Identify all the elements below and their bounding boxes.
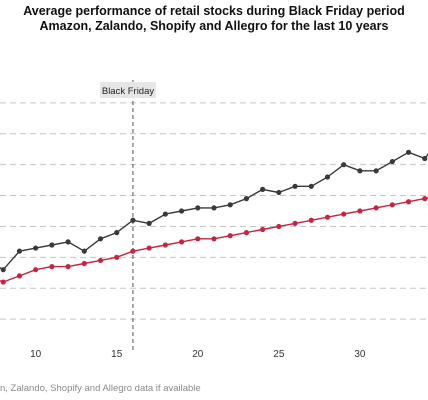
data-point [211, 205, 217, 211]
data-point [260, 186, 266, 192]
series-line [0, 151, 428, 271]
data-point [146, 245, 152, 251]
data-point [405, 149, 412, 155]
data-point [33, 245, 39, 251]
data-point [308, 217, 314, 223]
data-point [49, 264, 55, 270]
data-point [292, 220, 298, 226]
data-point [308, 183, 314, 189]
data-point [341, 162, 347, 168]
data-point [114, 230, 120, 236]
data-point [373, 168, 379, 174]
chart-title: Average performance of retail stocks dur… [23, 4, 405, 18]
data-point [260, 226, 266, 233]
data-point [324, 214, 331, 220]
data-point [357, 168, 363, 174]
x-tick-label: 10 [30, 349, 42, 360]
data-point [16, 273, 23, 279]
x-tick-label: 25 [273, 349, 285, 360]
x-tick-label: 30 [354, 349, 366, 360]
data-point [195, 236, 201, 242]
data-point [243, 230, 250, 236]
data-point [97, 257, 104, 264]
data-point [130, 217, 136, 223]
data-point [276, 189, 282, 196]
data-point [227, 202, 233, 208]
data-point [422, 155, 428, 162]
data-point [178, 239, 185, 245]
x-tick-label: 20 [192, 349, 204, 360]
data-point [211, 236, 217, 242]
data-point [292, 183, 298, 189]
data-point [81, 248, 87, 254]
data-point [178, 208, 185, 214]
data-point [65, 264, 71, 270]
data-point [195, 205, 201, 211]
black-friday-annotation: Black Friday [100, 82, 156, 98]
data-point [389, 202, 395, 208]
data-point [341, 211, 347, 217]
data-point [114, 254, 120, 260]
data-point [162, 242, 168, 248]
data-point [373, 205, 379, 211]
data-point [49, 242, 55, 248]
data-point [243, 196, 250, 202]
data-point [65, 239, 71, 245]
data-point [324, 174, 331, 180]
data-point [33, 267, 39, 273]
annotation-label: Black Friday [102, 86, 155, 97]
data-point [146, 220, 152, 226]
data-point [97, 236, 104, 242]
data-point [81, 260, 87, 267]
data-point [276, 223, 282, 230]
data-point [16, 248, 23, 254]
x-tick-label: 15 [111, 349, 123, 360]
gridlines [0, 102, 428, 320]
x-axis-ticks: 10 15 20 25 30 [30, 349, 366, 360]
data-point [357, 208, 363, 214]
data-point [389, 158, 395, 165]
data-point [130, 248, 136, 254]
chart-subtitle: Amazon, Zalando, Shopify and Allegro for… [40, 19, 389, 33]
data-point [0, 267, 6, 273]
data-point [162, 211, 168, 217]
data-point [0, 279, 6, 285]
chart-caption: n, Zalando, Shopify and Allegro data if … [0, 383, 201, 394]
data-point [227, 233, 233, 239]
series-group [0, 149, 428, 285]
data-point [422, 196, 428, 202]
annotation-box [100, 82, 156, 98]
data-point [405, 199, 412, 205]
